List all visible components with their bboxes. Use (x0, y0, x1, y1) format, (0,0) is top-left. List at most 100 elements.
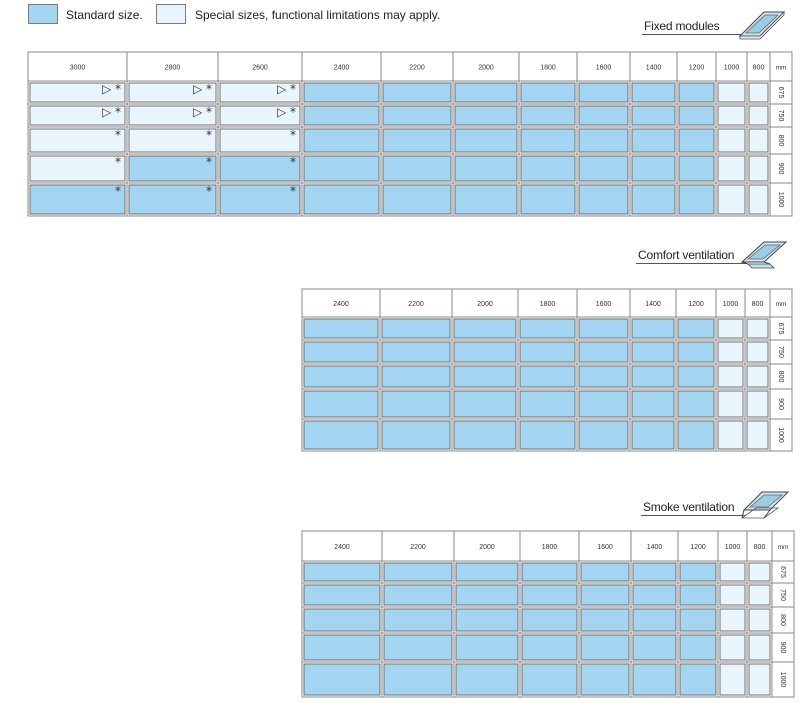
module-cell-2000x900 (455, 634, 519, 661)
width-header-2000: 2000 (477, 301, 493, 308)
module-cell-800x800 (748, 608, 771, 632)
comfort-ventilation-title: Comfort ventilation (638, 248, 735, 262)
module-cell-800x800 (748, 128, 769, 153)
module-cell-1800x800 (521, 608, 578, 632)
module-cell-1400x800 (631, 128, 676, 153)
module-cell-2000x675 (454, 82, 518, 103)
module-cell-1400x1000 (632, 663, 677, 696)
module-cell-1600x1000 (580, 663, 630, 696)
module-cell-2000x675 (453, 318, 517, 339)
height-label-1000: 1000 (777, 192, 784, 208)
width-header-1800: 1800 (542, 544, 558, 551)
module-cell-1200x800 (679, 608, 717, 632)
unit-label: mm (776, 301, 787, 308)
module-cell-3000x800 (29, 128, 126, 153)
module-cell-2200x750 (383, 584, 453, 606)
module-cell-800x900 (746, 390, 769, 418)
comfort-ventilation-icon (740, 241, 788, 269)
module-cell-2400x800 (303, 128, 380, 153)
module-cell-1800x800 (520, 128, 576, 153)
width-header-800: 800 (754, 544, 766, 551)
module-cell-1200x1000 (677, 420, 715, 450)
module-cell-3000x1000 (29, 184, 126, 215)
module-cell-2400x1000 (303, 420, 379, 450)
width-header-2200: 2200 (409, 65, 425, 72)
module-cell-1400x800 (631, 365, 675, 388)
module-cell-1800x750 (520, 105, 576, 126)
height-label-675: 675 (779, 566, 786, 578)
module-cell-2400x675 (303, 318, 379, 339)
module-cell-2000x750 (453, 341, 517, 363)
module-cell-1600x675 (578, 82, 629, 103)
cell-mark: ▷ * (193, 105, 212, 119)
module-cell-1400x900 (631, 390, 675, 418)
module-cell-2200x750 (381, 341, 451, 363)
height-label-675: 675 (777, 87, 784, 99)
module-cell-1200x675 (679, 562, 717, 582)
module-cell-1200x900 (679, 634, 717, 661)
width-header-1400: 1400 (646, 65, 662, 72)
height-label-800: 800 (777, 371, 784, 383)
module-cell-2400x675 (303, 562, 381, 582)
unit-label: mm (776, 65, 787, 72)
module-cell-1000x750 (717, 341, 744, 363)
module-cell-1800x750 (521, 584, 578, 606)
cell-mark: ▷ * (102, 82, 121, 96)
module-cell-2600x675 (219, 82, 301, 103)
width-header-2000: 2000 (478, 65, 494, 72)
width-header-1200: 1200 (689, 65, 705, 72)
module-cell-2200x1000 (382, 184, 452, 215)
module-cell-2800x800 (128, 128, 217, 153)
module-cell-2000x1000 (455, 663, 519, 696)
width-header-1000: 1000 (724, 65, 740, 72)
module-cell-2200x675 (383, 562, 453, 582)
height-label-675: 675 (777, 323, 784, 335)
module-cell-800x750 (746, 341, 769, 363)
module-cell-800x675 (748, 562, 771, 582)
module-cell-1600x900 (580, 634, 630, 661)
module-cell-2000x900 (454, 155, 518, 182)
module-cell-2000x1000 (454, 184, 518, 215)
module-cell-2200x800 (381, 365, 451, 388)
module-cell-2200x1000 (381, 420, 451, 450)
module-cell-1200x675 (678, 82, 715, 103)
width-header-800: 800 (752, 301, 764, 308)
module-cell-800x675 (746, 318, 769, 339)
module-cell-2000x1000 (453, 420, 517, 450)
height-label-1000: 1000 (777, 427, 784, 443)
module-cell-1400x675 (632, 562, 677, 582)
width-header-1000: 1000 (725, 544, 741, 551)
module-cell-1200x900 (677, 390, 715, 418)
module-cell-1600x1000 (578, 420, 629, 450)
height-label-800: 800 (779, 614, 786, 626)
module-cell-2600x750 (219, 105, 301, 126)
cell-mark: ▷ * (277, 82, 296, 96)
module-cell-1400x750 (631, 105, 676, 126)
module-cell-2200x800 (382, 128, 452, 153)
cell-mark: * (115, 128, 121, 142)
module-cell-800x1000 (748, 184, 769, 215)
module-cell-1600x800 (578, 128, 629, 153)
module-cell-2200x1000 (383, 663, 453, 696)
module-cell-2000x675 (455, 562, 519, 582)
module-cell-1600x800 (580, 608, 630, 632)
smoke-ventilation-icon (740, 491, 790, 519)
module-cell-1800x1000 (520, 184, 576, 215)
module-cell-1400x750 (632, 584, 677, 606)
unit-label: mm (778, 544, 789, 551)
module-cell-1000x800 (717, 128, 746, 153)
module-cell-1600x900 (578, 390, 629, 418)
width-header-2600: 2600 (252, 65, 268, 72)
cell-mark: * (115, 184, 121, 198)
module-cell-1000x800 (719, 608, 746, 632)
module-cell-2000x800 (455, 608, 519, 632)
module-cell-1000x675 (719, 562, 746, 582)
module-cell-1200x1000 (678, 184, 715, 215)
smoke-ventilation-title: Smoke ventilation (643, 500, 735, 514)
module-cell-2600x1000 (219, 184, 301, 215)
height-label-900: 900 (777, 163, 784, 175)
cell-mark: ▷ * (193, 82, 212, 96)
module-cell-2800x900 (128, 155, 217, 182)
module-cell-2800x750 (128, 105, 217, 126)
cell-mark: * (115, 155, 121, 169)
